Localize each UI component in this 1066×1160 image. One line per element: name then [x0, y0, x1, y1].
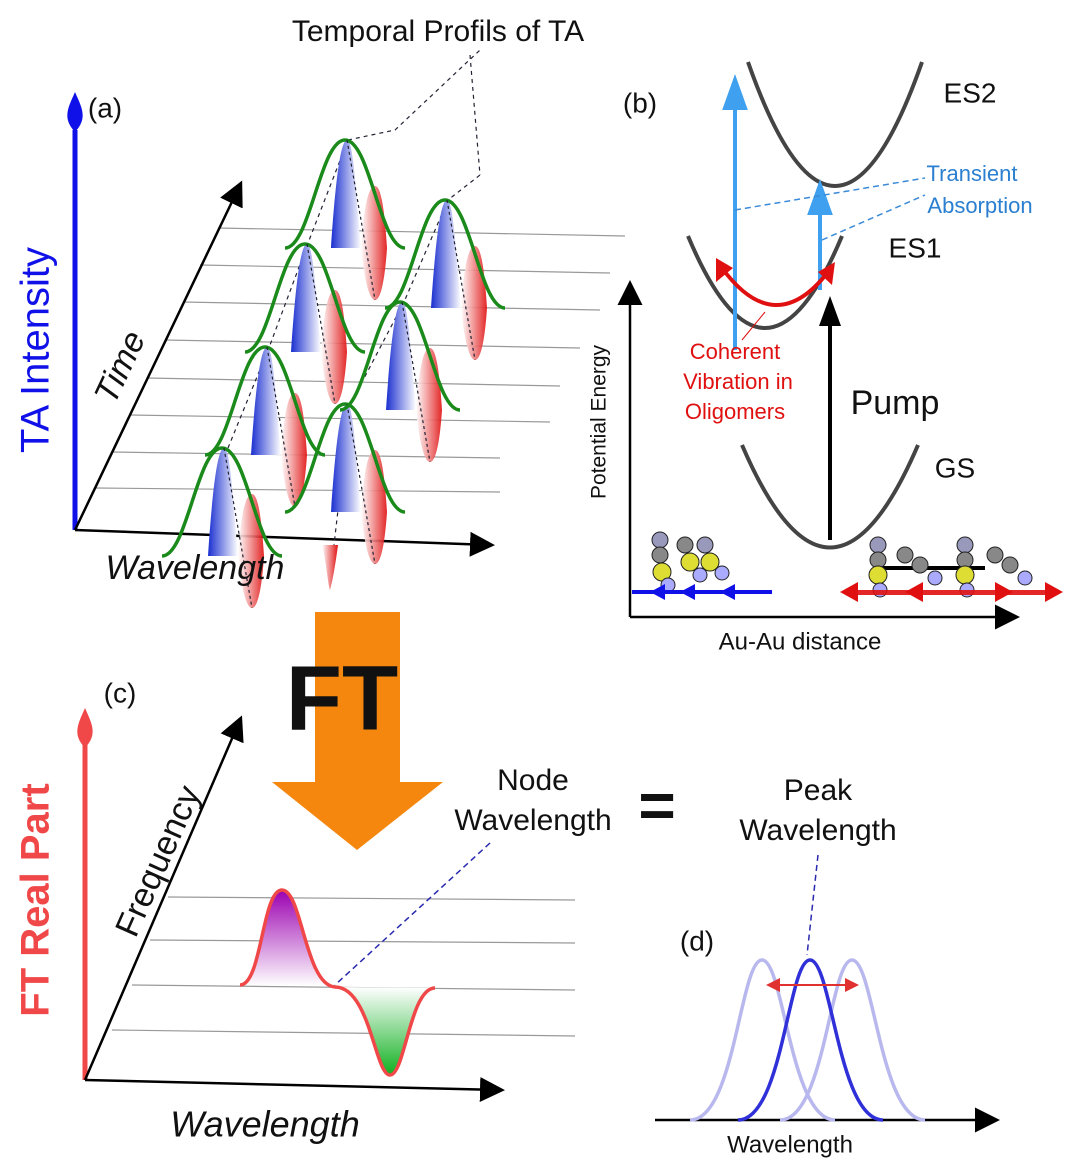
ft-arrow: FT [272, 612, 443, 850]
peak-guide [806, 854, 819, 956]
molecules [651, 531, 1033, 598]
node-guide [334, 842, 491, 986]
negative-lobe [335, 987, 435, 1075]
blue-arrows [632, 584, 772, 600]
state-label: ES2 [944, 77, 997, 108]
equals-sign: = [638, 769, 675, 841]
panel-label: (a) [88, 92, 122, 123]
x-axis-label: Au-Au distance [719, 628, 882, 655]
panel-label: (d) [680, 925, 714, 956]
positive-lobe [240, 890, 330, 986]
panel-d: (d) Peak Wavelength Wavelength [655, 774, 1000, 1158]
peak-curves [689, 958, 926, 1122]
depth-axis-label: Time [87, 325, 153, 409]
red-arrows [840, 582, 1063, 602]
pump-label: Pump [851, 384, 940, 422]
grid-lines [111, 896, 576, 1037]
ft-label: FT [286, 647, 398, 749]
red-lobe [322, 545, 338, 590]
peak-label: Peak [784, 774, 853, 807]
node-label: Wavelength [454, 804, 611, 837]
probe-guides [734, 177, 926, 241]
x-axis-label: Wavelength [170, 1104, 359, 1145]
vibration-label: Coherent [690, 339, 781, 364]
potential-curves [686, 61, 924, 550]
title: Temporal Profils of TA [292, 15, 584, 48]
ft-curve [239, 888, 436, 1077]
grid-lines [94, 227, 626, 493]
y-arrowhead [77, 708, 93, 748]
wavelength-axis [84, 1077, 505, 1103]
panel-b: (b) ES2 ES1 GS Transient Absorption Cohe… [588, 61, 1063, 655]
vibration-guide [741, 311, 766, 341]
y-axis-label: FT Real Part [14, 783, 58, 1016]
depth-axis-label: Frequency [108, 780, 208, 942]
probe-label: Transient [927, 161, 1018, 186]
vibration-label: Vibration in [683, 369, 793, 394]
panel-a: Temporal Profils of TA (a) TA Intensity … [14, 15, 626, 610]
node-label: Node [497, 764, 569, 797]
panel-label: (c) [104, 677, 137, 708]
vibration-label: Oligomers [685, 399, 785, 424]
state-label: ES1 [889, 232, 942, 263]
panel-label: (b) [623, 87, 657, 118]
dashed-guides [227, 49, 481, 581]
state-label: GS [935, 452, 975, 483]
time-axis [73, 180, 243, 531]
y-axis-label: Potential Energy [588, 344, 611, 499]
vibration-arrow [720, 266, 830, 307]
wavelength-axis [74, 528, 495, 557]
pump-arrowhead [819, 296, 841, 326]
y-arrowhead [67, 92, 83, 132]
y-axis-label: TA Intensity [14, 247, 58, 453]
frequency-axis [83, 715, 244, 1081]
x-axis-label: Wavelength [106, 549, 285, 587]
x-axis-label: Wavelength [727, 1131, 853, 1158]
probe-arrows [722, 74, 833, 350]
peak-label: Wavelength [739, 814, 896, 847]
probe-label: Absorption [927, 193, 1032, 218]
